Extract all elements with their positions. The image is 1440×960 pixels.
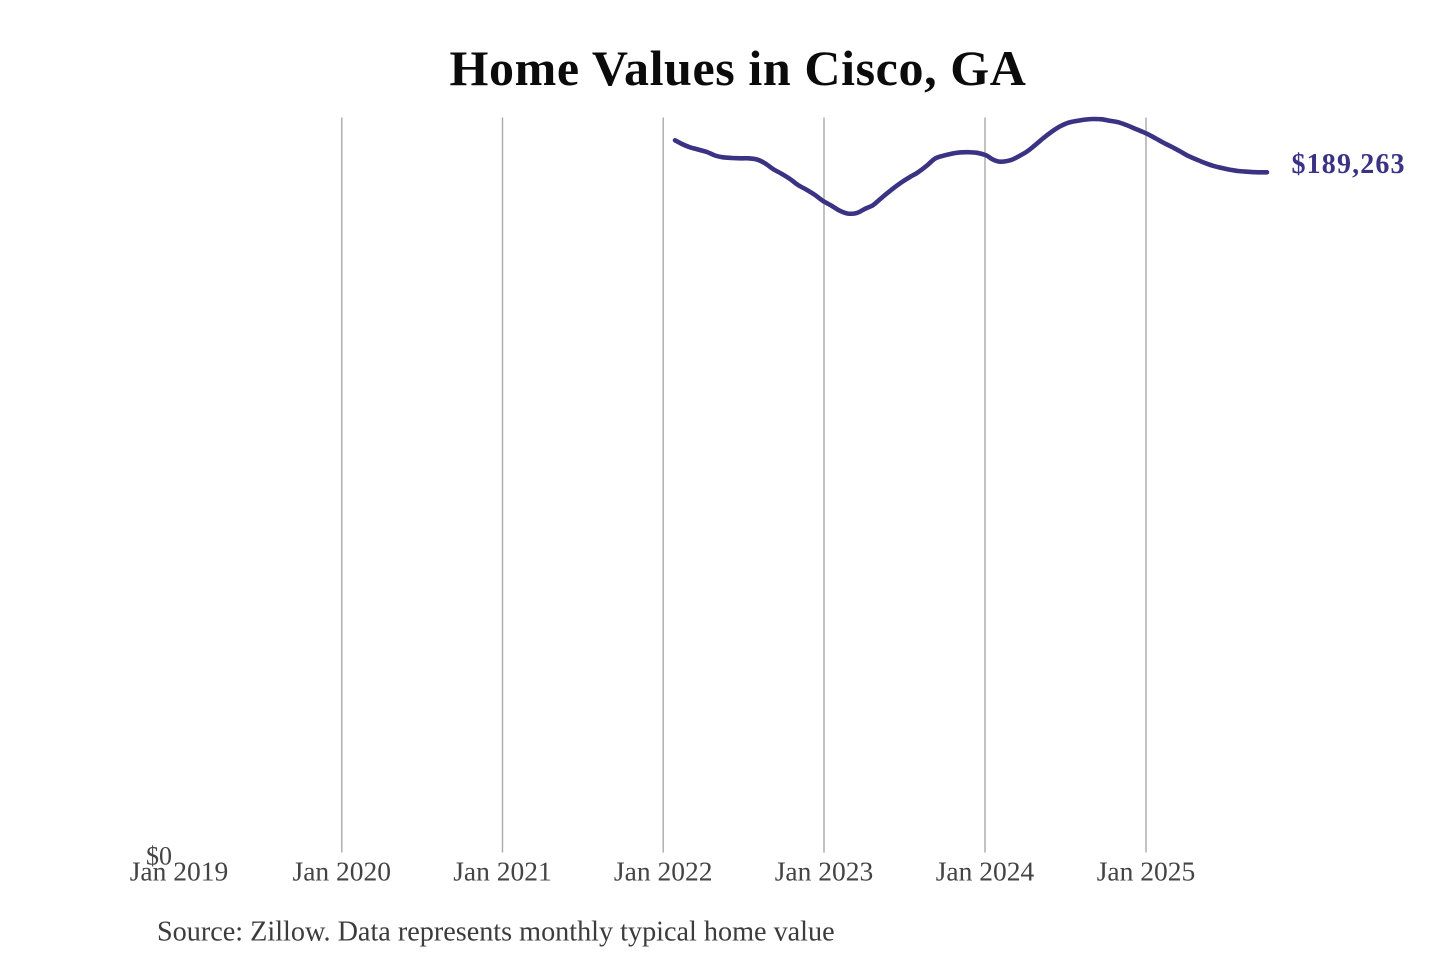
- svg-text:Jan 2020: Jan 2020: [293, 856, 392, 887]
- svg-text:Jan 2023: Jan 2023: [775, 856, 874, 887]
- svg-text:Jan 2025: Jan 2025: [1097, 856, 1196, 887]
- svg-text:Source: Zillow. Data represent: Source: Zillow. Data represents monthly …: [157, 917, 835, 948]
- svg-text:$0: $0: [146, 842, 172, 871]
- svg-text:Home Values in Cisco, GA: Home Values in Cisco, GA: [450, 40, 1027, 96]
- svg-text:$189,263: $189,263: [1292, 149, 1406, 180]
- svg-text:Jan 2019: Jan 2019: [130, 856, 229, 887]
- svg-text:Jan 2024: Jan 2024: [936, 856, 1035, 887]
- svg-text:Jan 2021: Jan 2021: [453, 856, 552, 887]
- svg-text:Jan 2022: Jan 2022: [614, 856, 713, 887]
